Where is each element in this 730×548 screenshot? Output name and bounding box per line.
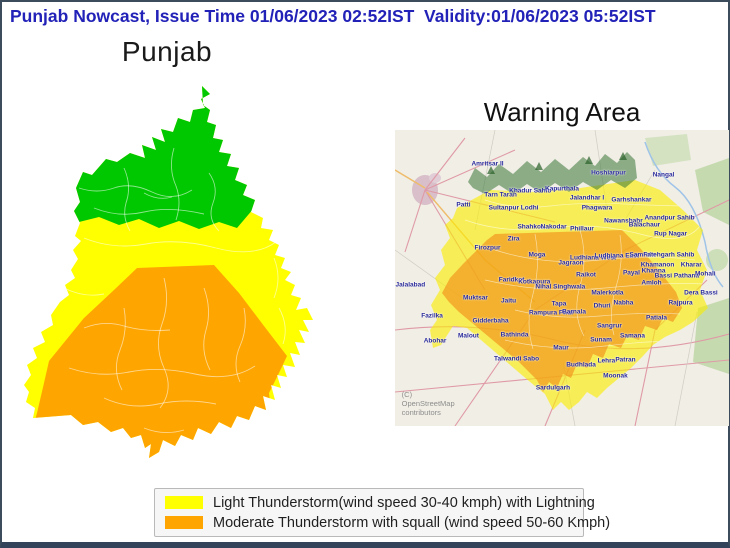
legend-item-moderate-thunderstorm: Moderate Thunderstorm with squall (wind … <box>165 515 610 531</box>
warning-area-title: Warning Area <box>483 97 641 127</box>
yellow-swatch <box>165 496 203 509</box>
overlay-green-trees <box>487 152 627 174</box>
legend-item-light-thunderstorm: Light Thunderstorm(wind speed 30-40 kmph… <box>165 495 595 511</box>
tehsil-boundaries <box>464 199 706 350</box>
legend-label: Moderate Thunderstorm with squall (wind … <box>213 514 611 531</box>
zone-green <box>24 86 269 229</box>
punjab-state-map <box>24 86 313 458</box>
zone-orange <box>24 265 287 458</box>
warning-area-map: (C) OpenStreetMap contributors Amritsar … <box>395 130 729 426</box>
osm-attribution: (C) OpenStreetMap contributors <box>401 390 455 418</box>
overlay-orange <box>442 230 682 392</box>
bulletin-title: Punjab Nowcast, Issue Time 01/06/2023 02… <box>10 6 656 26</box>
district-boundaries <box>63 147 286 433</box>
osm-river <box>644 141 724 288</box>
overlay-green <box>468 152 637 194</box>
osm-forest-patches <box>645 134 729 374</box>
legend-label: Light Thunderstorm(wind speed 30-40 kmph… <box>213 494 595 511</box>
warning-legend: Light Thunderstorm(wind speed 30-40 kmph… <box>154 488 610 537</box>
state-map-title: Punjab <box>121 36 213 67</box>
orange-swatch <box>165 516 203 529</box>
